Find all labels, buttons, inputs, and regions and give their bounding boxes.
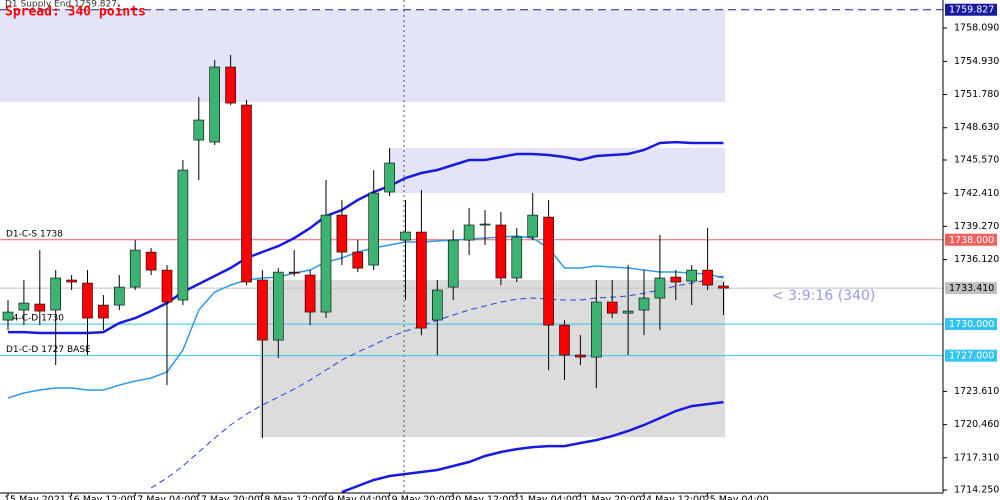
levels: D1-C-S 1738 H4-C-D 1730 D1-C-D 1727 BASE bbox=[0, 9, 943, 357]
y-tick-label: 1714.250 bbox=[954, 485, 999, 496]
x-tick-label: 15 May 2021 bbox=[4, 495, 66, 500]
y-tick-label: 1751.780 bbox=[954, 89, 999, 100]
level-label: 1733.410 bbox=[949, 283, 994, 294]
level-name: D1-C-D 1727 BASE bbox=[6, 345, 91, 355]
candle-body bbox=[82, 282, 93, 319]
candle-body bbox=[670, 276, 682, 283]
axis-labels: 1759.827 1738.000 1733.410 1730.000 1727.000… bbox=[4, 3, 999, 500]
candle-body bbox=[129, 249, 141, 288]
supply-label: D1 Supply End 1759.827 bbox=[5, 0, 117, 10]
y-tick-label: 1754.930 bbox=[954, 56, 999, 67]
y-tick-label: 1723.610 bbox=[954, 386, 999, 397]
level-label: 1759.827 bbox=[949, 5, 994, 16]
indicator-line bbox=[8, 140, 724, 335]
level-box bbox=[945, 282, 997, 295]
indicator-line bbox=[341, 400, 724, 494]
candle-body bbox=[527, 214, 539, 238]
candle-body bbox=[50, 277, 62, 311]
x-tick-label: 24 May 12:00 bbox=[640, 495, 705, 500]
candle-body bbox=[654, 277, 666, 299]
candle-body bbox=[34, 303, 46, 312]
x-tick-label: 19 May 04:00 bbox=[322, 495, 387, 500]
candle-body bbox=[463, 224, 475, 241]
candle-body bbox=[686, 269, 698, 282]
candle-body bbox=[495, 224, 507, 279]
candle-body bbox=[590, 301, 602, 358]
indicators bbox=[7, 140, 724, 494]
zone bbox=[390, 148, 725, 194]
candle-body bbox=[479, 223, 491, 226]
candle-body bbox=[257, 279, 268, 341]
candle-body bbox=[177, 169, 189, 301]
x-tick-label: 18 May 12:00 bbox=[258, 495, 323, 500]
level-box bbox=[945, 3, 997, 16]
y-tick-label: 1720.460 bbox=[954, 419, 999, 430]
level-label: 1738.000 bbox=[949, 235, 994, 246]
x-tick-label: 16 May 12:00 bbox=[68, 495, 133, 500]
y-tick-label: 1736.120 bbox=[954, 254, 999, 265]
candle-body bbox=[288, 271, 300, 274]
level-box bbox=[945, 318, 997, 331]
level-name: D1-C-S 1738 bbox=[6, 229, 63, 239]
indicator-line bbox=[7, 235, 724, 399]
candle-body bbox=[18, 302, 30, 311]
candle-body bbox=[114, 286, 125, 306]
candle-body bbox=[431, 289, 443, 321]
level-box bbox=[945, 349, 997, 362]
y-tick-label: 1745.570 bbox=[954, 154, 999, 165]
candle-body bbox=[400, 231, 411, 241]
candle-body bbox=[622, 310, 634, 314]
candle-body bbox=[543, 216, 554, 326]
x-tick-label: 19 May 20:00 bbox=[386, 495, 451, 500]
candle-body bbox=[161, 269, 173, 303]
candle-body bbox=[336, 214, 348, 253]
candle-body bbox=[575, 354, 586, 358]
x-tick-label: 25 May 04:00 bbox=[704, 495, 769, 500]
candle-body bbox=[320, 214, 332, 313]
candle-body bbox=[638, 297, 650, 311]
level-label: 1730.000 bbox=[949, 319, 994, 330]
x-tick-label: 17 May 04:00 bbox=[131, 495, 196, 500]
candle-body bbox=[702, 269, 713, 286]
level-name: H4-C-D 1730 bbox=[6, 314, 64, 324]
candle-body bbox=[384, 162, 395, 193]
y-tick-label: 1739.270 bbox=[954, 221, 999, 232]
candle-body bbox=[559, 324, 570, 356]
candle-body bbox=[145, 251, 157, 271]
candle-body bbox=[272, 271, 284, 341]
candle-body bbox=[193, 119, 205, 141]
x-tick-label: 17 May 20:00 bbox=[195, 495, 260, 500]
zone bbox=[0, 9, 725, 103]
candle-body bbox=[606, 301, 618, 314]
candle-body bbox=[511, 236, 523, 279]
candle-body bbox=[304, 274, 316, 313]
candle-body bbox=[416, 231, 427, 329]
spread: Spread: 340 points bbox=[5, 5, 146, 20]
y-tick-label: 1742.410 bbox=[954, 188, 999, 199]
candle-body bbox=[241, 104, 252, 283]
candles bbox=[2, 55, 729, 439]
level-label: 1727.000 bbox=[949, 351, 994, 362]
timer: < 3:9:16 (340) bbox=[772, 288, 875, 304]
x-tick-label: 20 May 12:00 bbox=[449, 495, 514, 500]
candle-body bbox=[447, 239, 459, 288]
candle-body bbox=[209, 66, 220, 143]
candle-body bbox=[98, 304, 109, 319]
level-box bbox=[945, 233, 997, 246]
x-tick-label: 21 May 04:00 bbox=[513, 495, 578, 500]
x-tick-label: 21 May 20:00 bbox=[576, 495, 641, 500]
y-tick-label: 1717.310 bbox=[954, 452, 999, 463]
y-tick-label: 1748.630 bbox=[954, 122, 999, 133]
candle-body bbox=[66, 279, 77, 283]
candle-body bbox=[718, 285, 729, 289]
candle-body bbox=[368, 192, 380, 266]
y-tick-label: 1758.090 bbox=[954, 23, 999, 34]
candle-body bbox=[225, 66, 236, 104]
candle-body bbox=[2, 311, 14, 321]
candle-body bbox=[352, 251, 364, 269]
